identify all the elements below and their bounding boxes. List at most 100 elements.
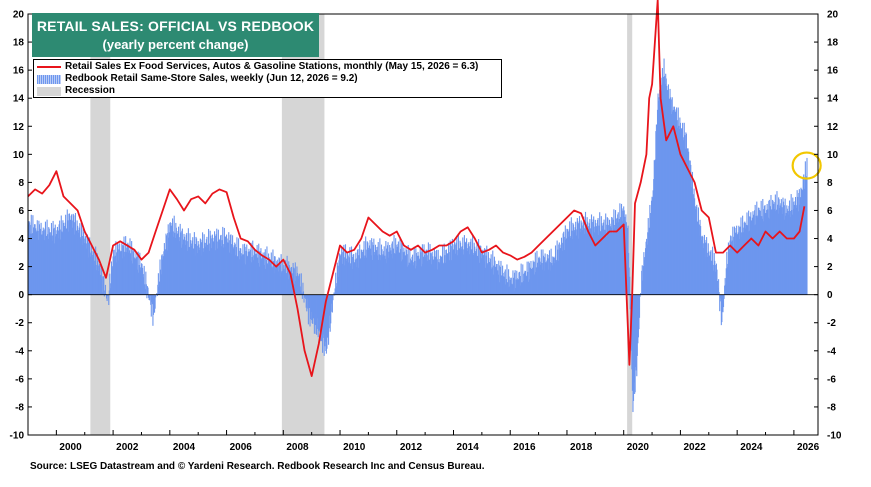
redbook-bar (740, 236, 743, 295)
redbook-bar (514, 270, 516, 295)
redbook-bar (722, 294, 725, 308)
redbook-bar (499, 266, 501, 295)
redbook-bar (493, 256, 495, 295)
redbook-bar (355, 252, 357, 295)
redbook-bar (331, 294, 333, 312)
redbook-bar (756, 215, 758, 295)
redbook-bar (560, 244, 562, 295)
redbook-bar (600, 231, 602, 295)
redbook-bar (272, 261, 275, 295)
y-tick-label-left: 10 (13, 150, 25, 161)
y-tick-label-left: 4 (18, 234, 24, 245)
redbook-bar (664, 84, 666, 295)
redbook-bar (629, 276, 631, 295)
redbook-bar (800, 189, 803, 295)
redbook-bar (640, 293, 642, 295)
redbook-bar (301, 294, 303, 299)
redbook-bar (670, 114, 672, 295)
y-tick-label-left: 14 (13, 94, 25, 105)
redbook-bar (803, 174, 805, 295)
redbook-bar (453, 244, 455, 295)
y-tick-label-right: 16 (827, 66, 839, 77)
redbook-bar (504, 269, 506, 295)
plot-frame (27, 13, 819, 436)
redbook-bar (260, 260, 263, 295)
redbook-bar (319, 294, 321, 333)
redbook-bar (714, 271, 716, 295)
redbook-bar (518, 271, 521, 295)
y-tick-label-left: 0 (18, 290, 24, 301)
redbook-bar (773, 203, 775, 295)
y-tick-label-right: 6 (827, 206, 833, 217)
legend: Retail Sales Ex Food Services, Autos & G… (33, 59, 502, 98)
redbook-bar (497, 274, 499, 295)
redbook-bar (331, 294, 333, 313)
redbook-bar (588, 226, 590, 295)
redbook-bar (686, 148, 689, 295)
source-note: Source: LSEG Datastream and © Yardeni Re… (30, 461, 485, 472)
redbook-bar (146, 294, 148, 299)
redbook-bar (578, 223, 580, 295)
redbook-bar (300, 273, 302, 295)
redbook-bar (435, 251, 437, 295)
redbook-bar (542, 249, 544, 295)
redbook-bar (509, 279, 511, 295)
redbook-bars (28, 58, 808, 413)
y-tick-label-right: 10 (827, 150, 839, 161)
redbook-bar (330, 294, 332, 324)
y-tick-label-right: -10 (827, 431, 842, 442)
x-tick-label: 2006 (230, 442, 253, 453)
legend-item-official: Retail Sales Ex Food Services, Autos & G… (34, 61, 501, 73)
redbook-bar (634, 294, 636, 393)
y-tick-label-left: -2 (15, 318, 24, 329)
y-tick-label-left: -6 (15, 374, 24, 385)
redbook-bar (156, 294, 158, 297)
y-tick-label-left: -8 (15, 402, 24, 413)
redbook-bar (257, 257, 259, 295)
redbook-bar (367, 242, 369, 295)
y-tick-label-right: -4 (827, 346, 836, 357)
x-tick-label: 2012 (400, 442, 423, 453)
redbook-bar (145, 271, 147, 295)
redbook-bar (718, 279, 720, 295)
redbook-bar (156, 293, 158, 295)
x-tick-label: 2016 (513, 442, 536, 453)
redbook-bar (570, 236, 572, 295)
legend-label-redbook: Redbook Retail Same-Store Sales, weekly … (65, 73, 358, 84)
redbook-bar (710, 265, 713, 295)
redbook-bar (692, 196, 695, 295)
redbook-bar (546, 260, 548, 295)
recession-bands (90, 14, 633, 435)
redbook-bar (117, 244, 119, 295)
redbook-bar (333, 292, 335, 295)
redbook-bar (785, 215, 787, 295)
redbook-bar (103, 276, 105, 295)
redbook-bar (558, 244, 560, 295)
redbook-bar (750, 220, 752, 295)
redbook-bar (87, 240, 89, 295)
redbook-bar (99, 265, 101, 295)
redbook-bar (459, 240, 461, 295)
redbook-bar (263, 256, 265, 295)
redbook-bar (744, 222, 746, 295)
legend-item-recession: Recession (34, 85, 501, 97)
redbook-bar (123, 236, 125, 295)
y-tick-label-right: -8 (827, 402, 836, 413)
y-tick-label-right: -6 (827, 374, 836, 385)
redbook-bar (794, 196, 797, 295)
redbook-bar (646, 244, 648, 295)
redbook-bar (353, 253, 355, 295)
x-tick-label: 2024 (740, 442, 763, 453)
legend-swatch-recession (37, 86, 61, 96)
redbook-bar (157, 273, 159, 295)
redbook-bar (594, 226, 596, 295)
legend-swatch-official (37, 66, 61, 68)
legend-item-redbook: Redbook Retail Same-Store Sales, weekly … (34, 73, 501, 85)
redbook-bar (91, 254, 93, 295)
x-tick-label: 2018 (570, 442, 593, 453)
redbook-bar (373, 238, 375, 295)
redbook-bar (73, 234, 75, 295)
redbook-bar (103, 294, 105, 297)
y-tick-label-right: -2 (827, 318, 836, 329)
redbook-bar (306, 294, 308, 312)
